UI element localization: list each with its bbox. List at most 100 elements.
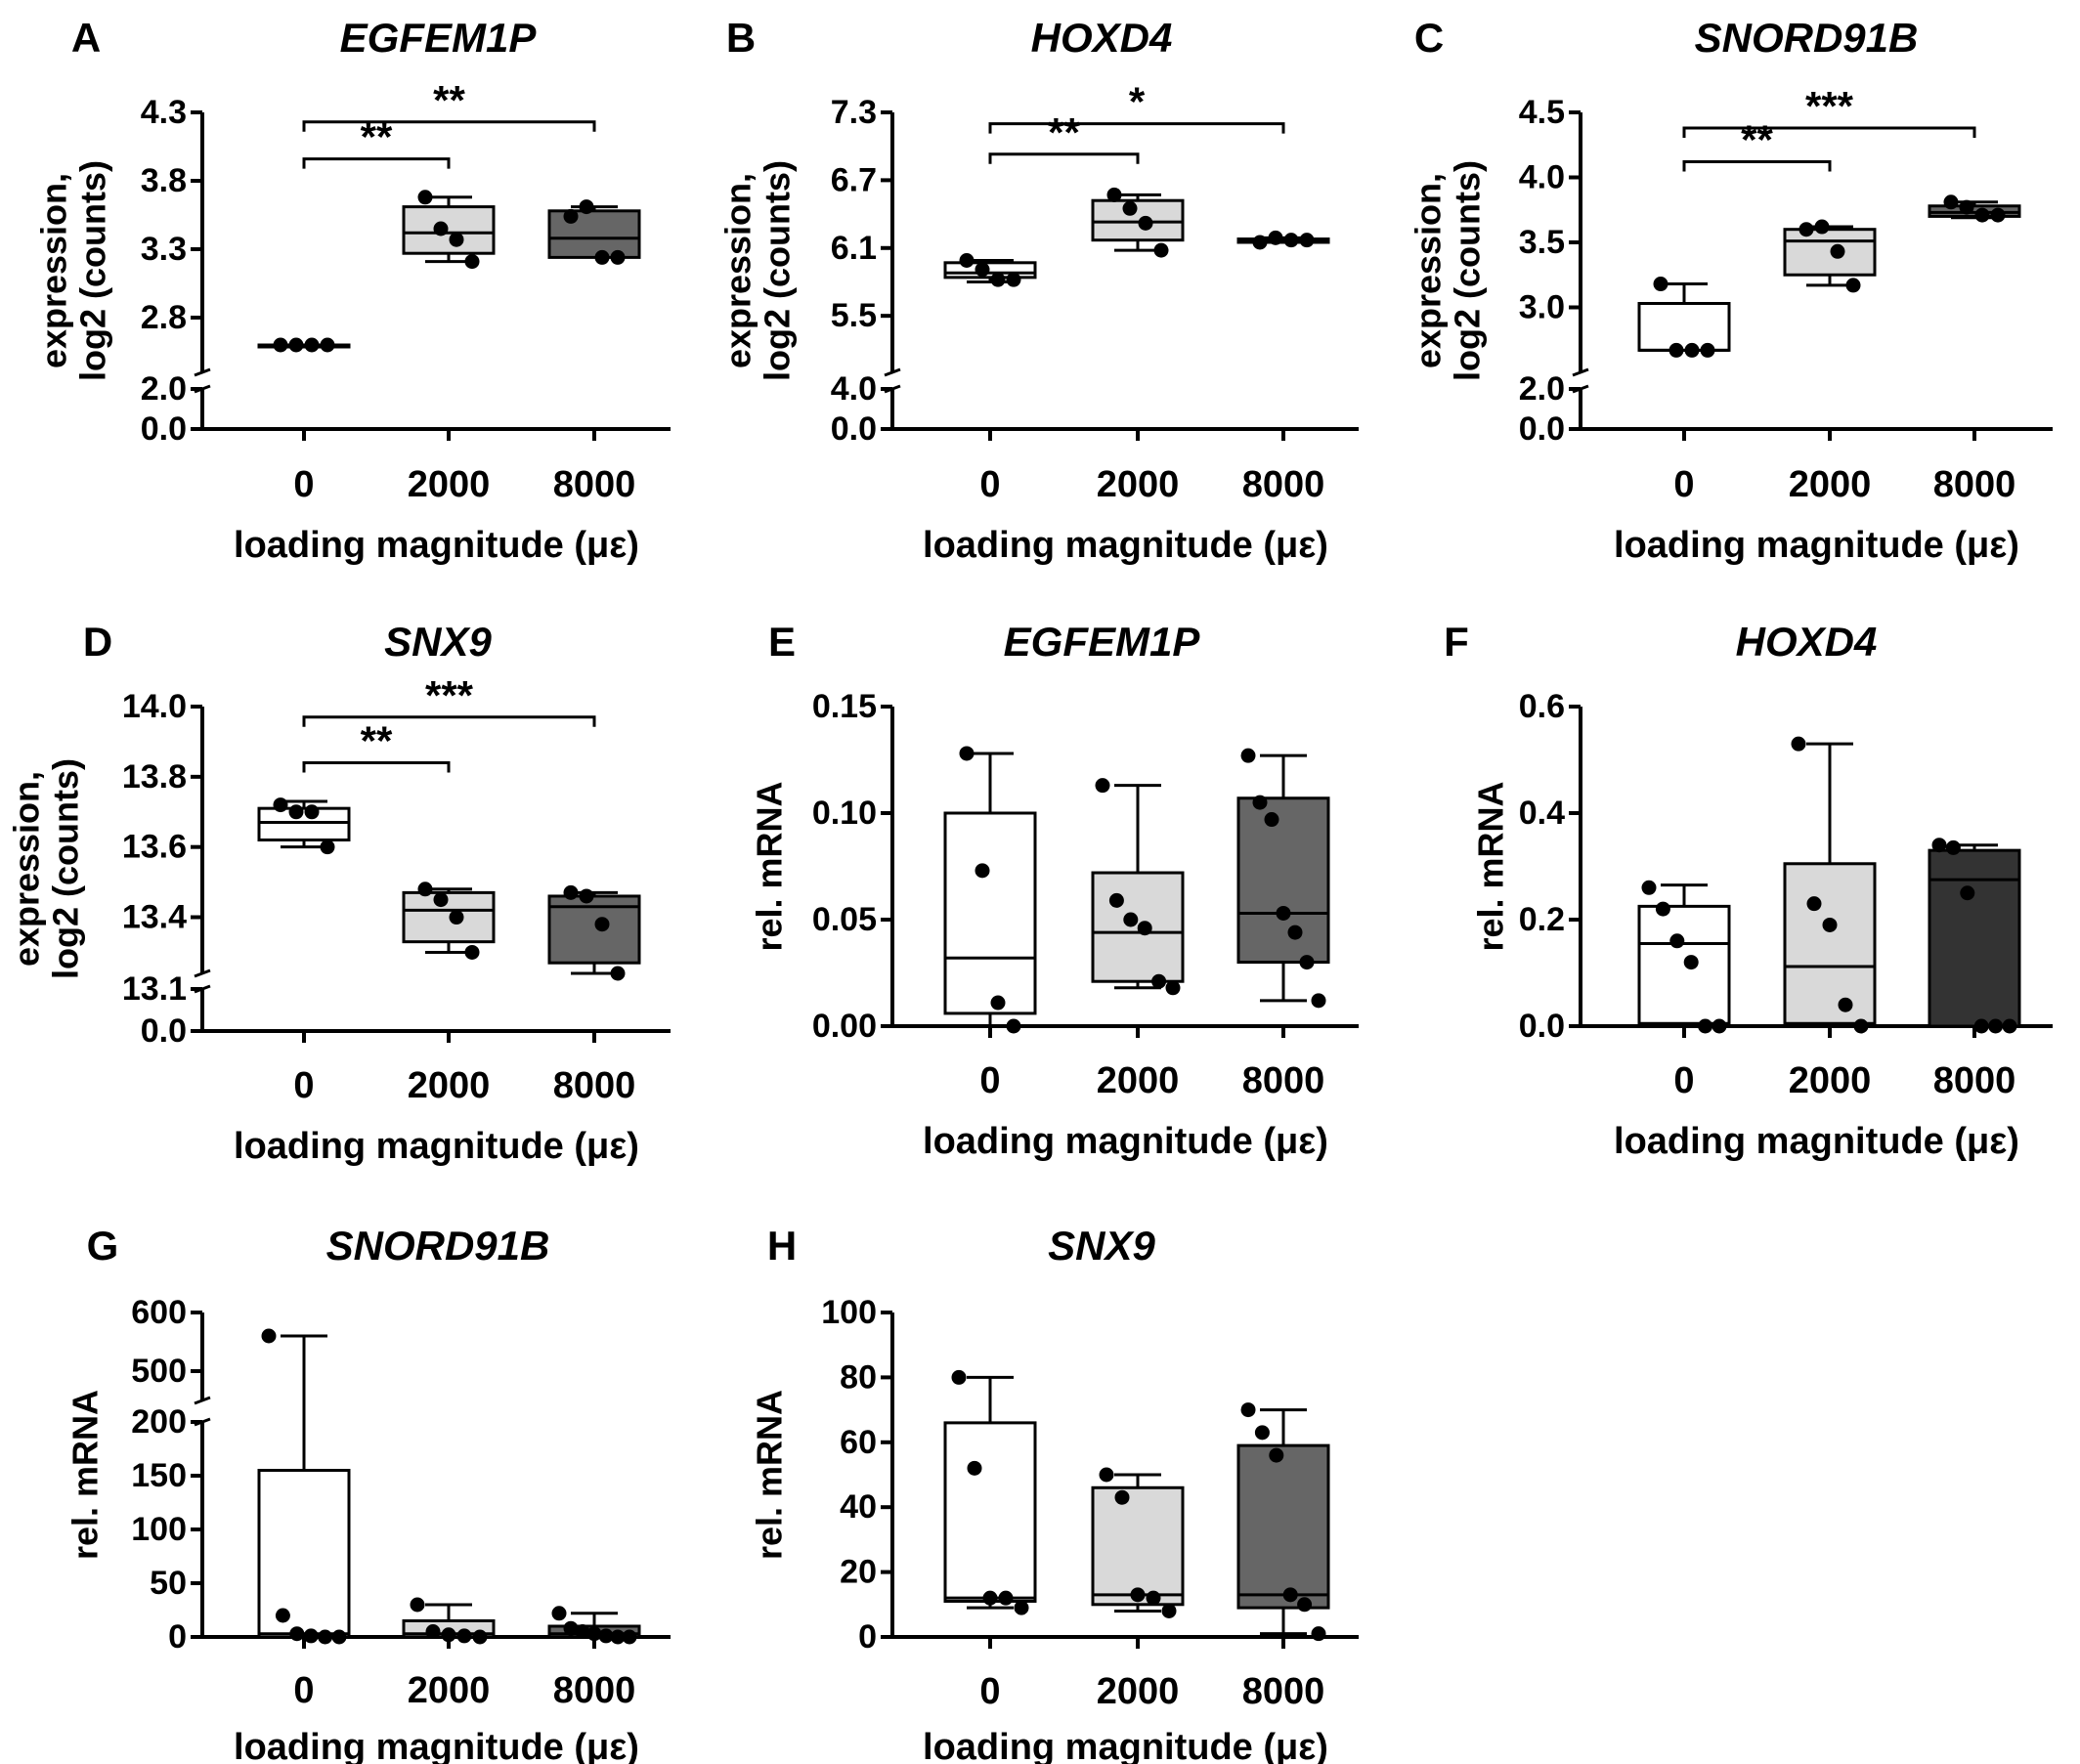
- box-group-e-0: [943, 746, 1037, 1034]
- data-point: [1974, 207, 1990, 223]
- data-point: [1122, 200, 1138, 216]
- data-point: [1669, 933, 1685, 949]
- panel-letter-e: E: [768, 619, 796, 665]
- panel-letter-c: C: [1414, 15, 1444, 61]
- panel-f: F HOXD4 0.0 0.2 0.4 0.6 0 2000 8000 loading magni…: [1444, 619, 2053, 1162]
- y-tick-label-b: 6.1: [831, 230, 877, 267]
- y-tick-label-d: 0.0: [141, 1012, 187, 1050]
- data-point: [1006, 1018, 1021, 1034]
- y-tick-label-c: 0.0: [1519, 410, 1565, 448]
- y-tick-label-h: 80: [840, 1358, 877, 1396]
- x-tick-label-e: 0: [979, 1060, 1000, 1101]
- data-point: [1653, 277, 1668, 292]
- y-axis-label-b: log2 (counts): [758, 160, 798, 381]
- x-tick-label-f: 0: [1673, 1060, 1694, 1101]
- box-group-g-0: [257, 1328, 351, 1645]
- data-point: [1161, 1603, 1177, 1618]
- y-tick-label-e: 0.00: [812, 1008, 877, 1045]
- data-point: [1973, 1018, 1989, 1034]
- x-tick-label-a: 2000: [408, 464, 491, 505]
- data-point: [1698, 1018, 1713, 1034]
- box-group-f-0: [1637, 880, 1731, 1034]
- data-point: [1099, 1467, 1114, 1483]
- data-point: [1988, 1018, 2004, 1034]
- y-tick-label-h: 0: [858, 1618, 877, 1656]
- x-tick-label-c: 8000: [1933, 464, 2016, 505]
- y-tick-label-g: 0: [168, 1618, 187, 1656]
- box-group-c-8000: [1928, 194, 2021, 223]
- box-group-b-0: [943, 253, 1037, 287]
- data-point: [579, 199, 594, 215]
- x-tick-label-b: 2000: [1097, 464, 1180, 505]
- x-tick-label-h: 2000: [1097, 1671, 1180, 1712]
- box-0: [1637, 904, 1731, 1025]
- y-axis-label-e: rel. mRNA: [750, 781, 790, 951]
- data-point: [1655, 901, 1670, 917]
- data-point: [304, 337, 320, 353]
- data-point: [464, 254, 480, 270]
- data-point: [1106, 187, 1122, 202]
- data-point: [417, 190, 433, 205]
- data-point: [1311, 1626, 1326, 1642]
- data-point: [1830, 243, 1845, 259]
- box-8000: [547, 209, 641, 259]
- data-point: [1252, 795, 1268, 810]
- y-tick-label-d: 13.4: [122, 899, 187, 936]
- data-point: [1269, 1447, 1284, 1463]
- data-point: [1130, 1587, 1146, 1603]
- x-axis-label-c: loading magnitude (με): [1614, 525, 2019, 566]
- y-axis-label-g: rel. mRNA: [65, 1390, 106, 1560]
- data-point: [433, 892, 449, 908]
- y-axis-label-c: expression,: [1408, 173, 1449, 368]
- y-tick-label-b: 0.0: [831, 410, 877, 448]
- y-tick-label-f: 0.6: [1519, 688, 1565, 725]
- y-tick-label-g: 200: [131, 1403, 187, 1441]
- panel-letter-h: H: [767, 1223, 797, 1269]
- data-point: [610, 966, 626, 981]
- x-axis-label-d: loading magnitude (με): [234, 1126, 639, 1167]
- x-axis-label-f: loading magnitude (με): [1614, 1121, 2019, 1162]
- data-point: [1114, 1489, 1130, 1505]
- y-tick-label-a: 3.8: [141, 162, 187, 199]
- data-point: [275, 1608, 290, 1623]
- data-point: [1668, 342, 1684, 358]
- panel-c: C SNORD91B 0.02.0 3.0 3.5 4.0 4.5 0 2000 8000 load…: [1408, 15, 2053, 566]
- data-point: [1240, 1402, 1256, 1418]
- significance-label: ***: [425, 672, 474, 718]
- y-tick-label-e: 0.10: [812, 795, 877, 832]
- x-tick-label-d: 2000: [408, 1065, 491, 1106]
- significance-label: **: [433, 77, 465, 123]
- data-point: [1299, 955, 1315, 970]
- box-group-g-8000: [547, 1606, 641, 1645]
- data-point: [975, 262, 990, 278]
- data-point: [1264, 812, 1279, 828]
- panel-letter-b: B: [726, 15, 756, 61]
- y-axis-break-mark-d: [194, 968, 211, 978]
- y-axis-break-mark-c: [1572, 367, 1589, 377]
- data-point: [1931, 838, 1947, 853]
- panel-title-f: HOXD4: [1736, 619, 1878, 665]
- box-2000: [1091, 871, 1185, 983]
- data-point: [1683, 955, 1699, 970]
- data-point: [1138, 215, 1153, 231]
- data-point: [1311, 993, 1326, 1009]
- x-tick-label-f: 8000: [1933, 1060, 2016, 1101]
- bracket-line: [302, 120, 596, 132]
- bracket-line: [302, 760, 451, 773]
- y-tick-label-g: 50: [150, 1565, 187, 1602]
- y-tick-label-a: 0.0: [141, 410, 187, 448]
- data-point: [1283, 233, 1299, 248]
- data-point: [563, 884, 579, 900]
- box-0: [943, 261, 1037, 280]
- x-tick-label-g: 8000: [553, 1670, 636, 1711]
- data-point: [1252, 235, 1268, 250]
- x-tick-label-g: 0: [293, 1670, 314, 1711]
- data-point: [563, 1620, 579, 1636]
- x-tick-label-c: 2000: [1789, 464, 1872, 505]
- y-axis-break-mark-a: [194, 367, 211, 377]
- y-axis-break-mark-b: [884, 367, 901, 377]
- y-tick-label-b: 5.5: [831, 297, 877, 334]
- data-point: [2002, 1018, 2017, 1034]
- data-point: [1960, 885, 1975, 901]
- data-point: [1287, 925, 1303, 940]
